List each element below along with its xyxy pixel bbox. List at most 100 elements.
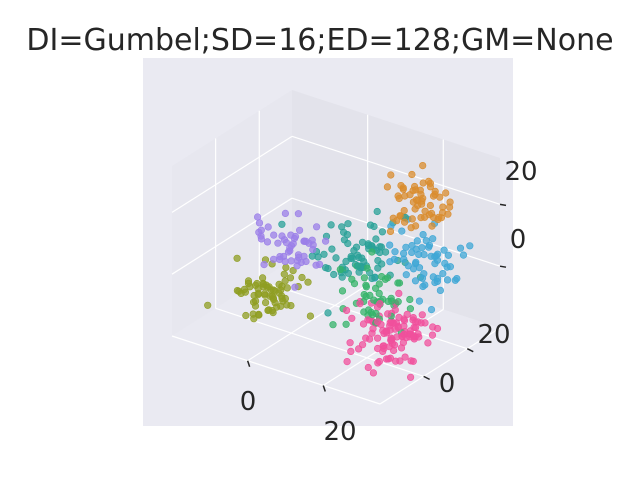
scatter-point-series-5 <box>342 320 350 328</box>
scatter-point-series-5 <box>338 287 347 295</box>
scatter-point-series-2 <box>344 220 352 228</box>
x-tick-label-20: 20 <box>323 417 356 447</box>
scatter-point-series-2 <box>373 207 381 216</box>
scatter-point-series-2 <box>340 236 349 244</box>
scatter-point-series-6 <box>374 359 382 367</box>
scatter-point-series-3 <box>270 255 278 263</box>
scatter-point-series-1 <box>429 273 437 281</box>
scatter-point-series-0 <box>408 215 416 223</box>
grid-line-y-floor <box>215 307 424 377</box>
scatter-point-series-6 <box>343 358 351 366</box>
scatter-point-series-0 <box>439 209 447 217</box>
scatter-point-series-1 <box>456 244 465 252</box>
scatter-point-series-5 <box>368 248 376 256</box>
scatter-point-series-4 <box>242 311 250 320</box>
scatter-point-series-5 <box>394 279 402 287</box>
scatter-point-series-4 <box>306 312 315 320</box>
scatter-point-series-6 <box>407 373 415 381</box>
scatter-point-series-1 <box>420 270 428 278</box>
scatter-point-series-4 <box>262 299 270 307</box>
scatter-point-series-1 <box>415 297 424 305</box>
scatter-point-series-5 <box>406 305 415 313</box>
scatter-point-series-3 <box>291 283 299 291</box>
scatter-point-series-3 <box>276 253 284 261</box>
scatter-point-series-3 <box>294 210 303 218</box>
scatter-point-series-0 <box>407 224 415 232</box>
x-tick-mark <box>246 360 251 367</box>
scatter-point-series-4 <box>304 278 312 286</box>
scatter-point-series-4 <box>241 288 249 296</box>
scatter-point-series-3 <box>287 257 295 265</box>
chart-title: DI=Gumbel;SD=16;ED=128;GM=None <box>26 23 613 58</box>
scatter-point-series-6 <box>359 320 368 328</box>
scatter-point-series-2 <box>378 228 387 236</box>
scatter-point-series-6 <box>369 325 377 333</box>
scatter-point-series-4 <box>244 277 253 285</box>
grid-line-z-back <box>291 135 501 205</box>
scatter-point-series-2 <box>354 262 362 270</box>
scatter-point-series-0 <box>383 183 392 191</box>
scatter-point-series-3 <box>255 219 264 227</box>
scatter-point-series-3 <box>295 253 303 261</box>
scatter-point-series-3 <box>263 238 272 246</box>
z-tick-mark <box>499 265 507 268</box>
scatter-point-series-6 <box>386 326 394 334</box>
scatter-point-series-2 <box>332 254 340 262</box>
scatter-point-series-5 <box>360 274 369 282</box>
scatter-point-series-4 <box>259 280 268 288</box>
scatter-point-series-6 <box>343 306 351 315</box>
scatter-point-series-1 <box>441 259 449 268</box>
scatter-point-series-1 <box>415 264 424 272</box>
scatter-point-series-4 <box>286 274 295 282</box>
x-tick-label-0: 0 <box>240 387 257 417</box>
scatter-point-series-1 <box>386 241 394 249</box>
scatter-point-series-0 <box>387 171 395 179</box>
scatter-point-series-1 <box>419 231 427 239</box>
scatter-point-series-4 <box>250 291 258 300</box>
scatter-point-series-6 <box>388 340 397 348</box>
scatter-point-series-6 <box>346 339 354 347</box>
scatter-point-series-6 <box>366 335 374 343</box>
scatter-point-series-2 <box>344 269 353 277</box>
scatter-point-series-0 <box>419 194 427 202</box>
scatter-point-series-1 <box>404 262 412 270</box>
scatter-point-series-1 <box>391 248 399 256</box>
scatter-point-series-6 <box>374 318 382 326</box>
scatter-point-series-1 <box>439 270 447 278</box>
scatter-point-series-1 <box>459 251 468 259</box>
scatter-point-series-6 <box>394 324 402 332</box>
scatter-point-series-2 <box>327 221 335 229</box>
scatter-point-series-2 <box>320 250 328 258</box>
scatter-point-series-6 <box>424 339 432 347</box>
scatter-point-series-5 <box>368 311 377 319</box>
scatter-point-series-2 <box>328 245 336 253</box>
scatter-point-series-0 <box>428 222 436 230</box>
scatter-point-series-0 <box>401 218 409 226</box>
axis-edge-x <box>171 335 381 405</box>
scatter-point-series-0 <box>419 179 427 187</box>
scatter-point-series-5 <box>384 274 392 282</box>
scatter-point-series-2 <box>376 248 384 257</box>
scatter-point-series-0 <box>412 196 421 204</box>
scatter-point-series-1 <box>433 277 442 286</box>
scatter-point-series-2 <box>278 220 286 228</box>
scatter-point-series-6 <box>373 303 382 311</box>
scatter-point-series-1 <box>440 246 448 254</box>
scatter-point-series-6 <box>428 331 437 339</box>
scatter-point-series-3 <box>260 261 268 269</box>
scatter-point-series-2 <box>330 270 338 279</box>
z-tick-label-0: 0 <box>510 225 527 255</box>
scatter-point-series-0 <box>395 194 403 203</box>
scatter-point-series-5 <box>329 321 337 329</box>
z-tick-mark <box>499 203 507 207</box>
scatter-point-series-1 <box>466 242 474 250</box>
scatter-point-series-6 <box>421 319 429 327</box>
scatter-point-series-6 <box>414 318 422 326</box>
scatter-point-series-6 <box>401 353 409 361</box>
x-tick-mark <box>322 385 326 392</box>
scatter-point-series-6 <box>356 300 364 308</box>
scatter-point-series-5 <box>388 297 396 305</box>
scatter-point-series-2 <box>370 222 378 231</box>
grid-line-z-left <box>171 197 293 275</box>
